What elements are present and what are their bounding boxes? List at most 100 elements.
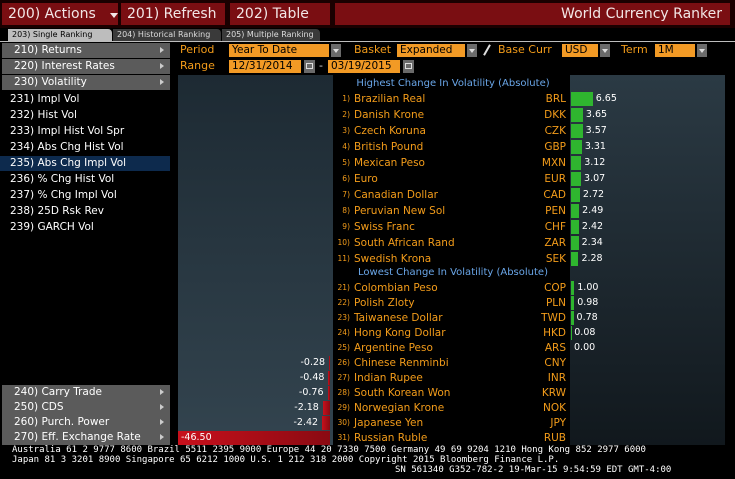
value-label: 3.65	[585, 109, 608, 120]
currency-code: MXN	[541, 157, 566, 169]
currency-name[interactable]: Swiss Franc	[354, 221, 415, 233]
currency-code: INR	[547, 372, 566, 384]
currency-name[interactable]: Canadian Dollar	[354, 189, 438, 201]
dropdown[interactable]	[331, 44, 341, 57]
rank: 25)	[337, 343, 350, 352]
term-field[interactable]: 1M	[655, 44, 695, 57]
menu-item[interactable]: 230) Volatility	[2, 75, 170, 90]
value-label: 1.00	[577, 282, 599, 293]
bar	[571, 296, 575, 310]
rank: 30)	[337, 418, 350, 427]
rank: 3)	[342, 126, 350, 135]
currency-name[interactable]: Indian Rupee	[354, 372, 423, 384]
currency-code: CZK	[544, 125, 566, 137]
currency-code: NOK	[542, 402, 566, 414]
currency-name[interactable]: Czech Koruna	[354, 125, 426, 137]
rank: 1)	[342, 94, 350, 103]
value-label: -0.28	[300, 357, 326, 368]
dropdown[interactable]	[467, 44, 477, 57]
value-label: 3.07	[584, 173, 606, 184]
footer-line: Japan 81 3 3201 8900 Singapore 65 6212 1…	[12, 455, 560, 465]
currency-name[interactable]: South Korean Won	[354, 387, 451, 399]
currency-code: EUR	[544, 173, 566, 185]
menu-item[interactable]: 234) Abs Chg Hist Vol	[10, 141, 124, 153]
currency-code: RUB	[543, 432, 566, 444]
bar	[571, 220, 579, 234]
list-bg	[333, 75, 570, 445]
currency-name[interactable]: Hong Kong Dollar	[354, 327, 446, 339]
currency-name[interactable]: Argentine Peso	[354, 342, 433, 354]
bar	[571, 188, 580, 202]
currency-name[interactable]: Brazilian Real	[354, 93, 426, 105]
control-label: Period	[180, 43, 215, 56]
value-label: -2.42	[293, 417, 319, 428]
menu-item[interactable]: 231) Impl Vol	[10, 93, 80, 105]
bar	[571, 156, 582, 170]
end-field[interactable]: 03/19/2015	[328, 60, 400, 73]
currency-name[interactable]: South African Rand	[354, 237, 455, 249]
section-title: Lowest Change In Volatility (Absolute)	[358, 267, 548, 278]
toolbar-button[interactable]: 200) Actions	[2, 3, 118, 25]
bar	[571, 108, 583, 122]
menu-item[interactable]: 233) Impl Hist Vol Spr	[10, 125, 125, 137]
rank: 4)	[342, 142, 350, 151]
menu-item[interactable]: 237) % Chg Impl Vol	[10, 189, 117, 201]
menu-item[interactable]: 235) Abs Chg Impl Vol	[0, 156, 170, 171]
currency-name[interactable]: Chinese Renminbi	[354, 357, 449, 369]
toolbar-button[interactable]: 201) Refresh	[121, 3, 225, 25]
currency-name[interactable]: Colombian Peso	[354, 282, 438, 294]
tab[interactable]: 204) Historical Ranking	[113, 29, 221, 41]
bar	[571, 281, 575, 295]
rank: 22)	[337, 298, 350, 307]
currency-name[interactable]: Mexican Peso	[354, 157, 425, 169]
dropdown[interactable]	[600, 44, 610, 57]
currency-name[interactable]: Russian Ruble	[354, 432, 428, 444]
menu-item[interactable]: 232) Hist Vol	[10, 109, 77, 121]
menu-item[interactable]: 210) Returns	[2, 43, 170, 58]
currency-name[interactable]: Taiwanese Dollar	[354, 312, 443, 324]
menu-item[interactable]: 260) Purch. Power	[2, 415, 170, 430]
calendar[interactable]	[403, 60, 414, 73]
section-title: Highest Change In Volatility (Absolute)	[356, 78, 550, 89]
currency-name[interactable]: Peruvian New Sol	[354, 205, 446, 217]
bar	[571, 236, 579, 250]
menu-item[interactable]: 238) 25D Rsk Rev	[10, 205, 104, 217]
left-panel-bg	[178, 75, 333, 445]
dropdown[interactable]	[697, 44, 707, 57]
tab[interactable]: 203) Single Ranking	[8, 29, 112, 41]
menu-item[interactable]: 270) Eff. Exchange Rate	[2, 430, 170, 445]
calendar[interactable]	[304, 60, 315, 73]
rank: 28)	[337, 388, 350, 397]
value-label: -2.18	[294, 402, 319, 413]
currency-name[interactable]: Polish Zloty	[354, 297, 415, 309]
currency-name[interactable]: Danish Krone	[354, 109, 425, 121]
period-field[interactable]: Year To Date	[229, 44, 329, 57]
menu-item[interactable]: 239) GARCH Vol	[10, 221, 94, 233]
currency-name[interactable]: Swedish Krona	[354, 253, 432, 265]
currency-name[interactable]: British Pound	[354, 141, 424, 153]
menu-item[interactable]: 236) % Chg Hist Vol	[10, 173, 115, 185]
base-field[interactable]: USD	[562, 44, 598, 57]
currency-name[interactable]: Euro	[354, 173, 378, 185]
value-label: 0.98	[577, 297, 599, 308]
basket-field[interactable]: Expanded Ma	[397, 44, 465, 57]
tab[interactable]: 205) Multiple Ranking	[222, 29, 320, 41]
currency-name[interactable]: Norwegian Krone	[354, 402, 445, 414]
toolbar-button[interactable]: 202) Table	[230, 3, 330, 25]
rank: 6)	[342, 174, 350, 183]
currency-code: JPY	[550, 417, 566, 429]
currency-code: SEK	[545, 253, 566, 265]
start-field[interactable]: 12/31/2014	[229, 60, 301, 73]
value-label: 2.49	[582, 205, 604, 216]
currency-code: ARS	[544, 342, 566, 354]
currency-code: KRW	[541, 387, 566, 399]
menu-item[interactable]: 220) Interest Rates	[2, 59, 170, 74]
menu-item[interactable]: 240) Carry Trade	[2, 385, 170, 400]
currency-name[interactable]: Japanese Yen	[354, 417, 424, 429]
bar	[571, 124, 583, 138]
menu-item[interactable]: 250) CDS	[2, 400, 170, 415]
value-label: 6.65	[595, 93, 617, 104]
footer-line: Australia 61 2 9777 8600 Brazil 5511 239…	[12, 445, 646, 455]
actions-arrow	[110, 13, 118, 18]
